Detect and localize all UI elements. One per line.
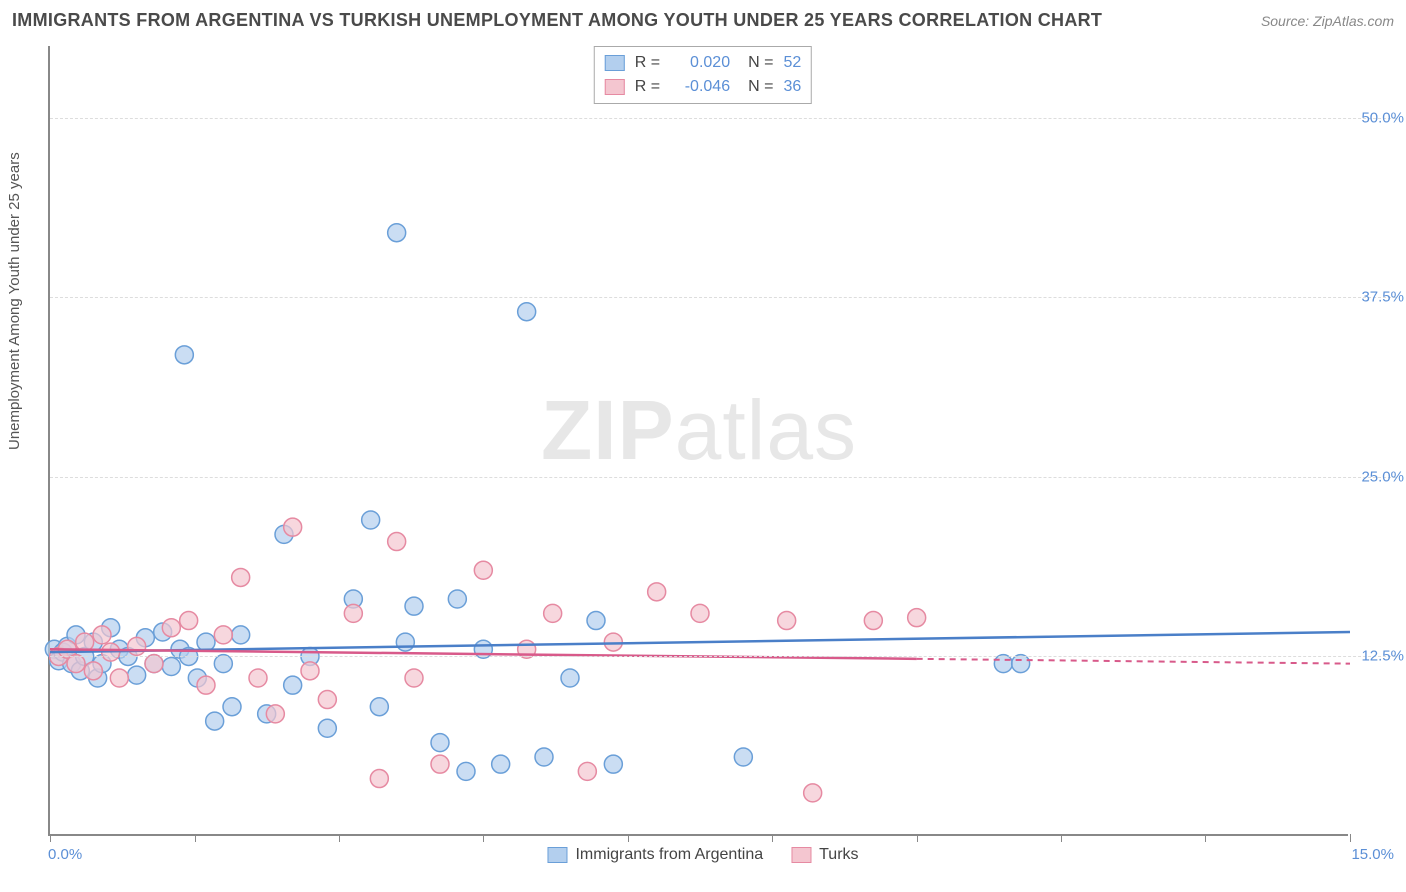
- data-point: [110, 669, 128, 687]
- data-point: [388, 224, 406, 242]
- data-point: [318, 691, 336, 709]
- stat-n-value: 52: [783, 51, 801, 75]
- data-point: [175, 346, 193, 364]
- stat-n-label: N =: [748, 51, 773, 75]
- stat-r-value: 0.020: [670, 51, 730, 75]
- trend-line-extrapolated: [917, 659, 1350, 664]
- legend-label: Immigrants from Argentina: [575, 846, 763, 864]
- x-axis-min-label: 0.0%: [48, 846, 82, 863]
- stat-r-label: R =: [635, 51, 660, 75]
- data-point: [214, 626, 232, 644]
- legend-swatch: [605, 55, 625, 71]
- y-tick-label: 50.0%: [1361, 109, 1404, 126]
- plot-area: ZIPatlas 12.5%25.0%37.5%50.0%: [48, 46, 1348, 836]
- data-point: [223, 698, 241, 716]
- data-point: [457, 762, 475, 780]
- x-axis-max-label: 15.0%: [1351, 846, 1394, 863]
- data-point: [431, 734, 449, 752]
- data-point: [249, 669, 267, 687]
- x-tick: [195, 834, 196, 842]
- gridline: [50, 118, 1396, 119]
- stats-legend: R = 0.020 N = 52 R = -0.046 N = 36: [594, 46, 812, 104]
- data-point: [370, 770, 388, 788]
- x-tick: [1350, 834, 1351, 842]
- data-point: [388, 533, 406, 551]
- data-point: [864, 612, 882, 630]
- data-point: [578, 762, 596, 780]
- stats-row: R = 0.020 N = 52: [605, 51, 801, 75]
- legend-swatch: [605, 79, 625, 95]
- data-point: [180, 612, 198, 630]
- data-point: [162, 658, 180, 676]
- data-point: [301, 662, 319, 680]
- data-point: [405, 597, 423, 615]
- x-tick: [917, 834, 918, 842]
- data-point: [232, 568, 250, 586]
- data-point: [128, 637, 146, 655]
- data-point: [84, 662, 102, 680]
- x-tick: [50, 834, 51, 842]
- data-point: [232, 626, 250, 644]
- legend-item: Immigrants from Argentina: [547, 846, 763, 864]
- legend-label: Turks: [819, 846, 858, 864]
- x-tick: [1061, 834, 1062, 842]
- data-point: [492, 755, 510, 773]
- legend-swatch: [547, 847, 567, 863]
- data-point: [691, 604, 709, 622]
- legend-swatch: [791, 847, 811, 863]
- data-point: [284, 518, 302, 536]
- y-axis-label: Unemployment Among Youth under 25 years: [6, 152, 23, 450]
- data-point: [362, 511, 380, 529]
- x-tick: [772, 834, 773, 842]
- data-point: [93, 626, 111, 644]
- data-point: [370, 698, 388, 716]
- stats-row: R = -0.046 N = 36: [605, 75, 801, 99]
- x-tick: [339, 834, 340, 842]
- data-point: [474, 561, 492, 579]
- data-point: [128, 666, 146, 684]
- data-point: [535, 748, 553, 766]
- data-point: [162, 619, 180, 637]
- data-point: [587, 612, 605, 630]
- data-point: [544, 604, 562, 622]
- data-point: [778, 612, 796, 630]
- data-point: [734, 748, 752, 766]
- stat-r-label: R =: [635, 75, 660, 99]
- gridline: [50, 477, 1396, 478]
- chart-title: IMMIGRANTS FROM ARGENTINA VS TURKISH UNE…: [12, 10, 1102, 31]
- data-point: [448, 590, 466, 608]
- y-tick-label: 25.0%: [1361, 468, 1404, 485]
- data-point: [648, 583, 666, 601]
- data-point: [518, 303, 536, 321]
- data-point: [604, 755, 622, 773]
- data-point: [431, 755, 449, 773]
- data-point: [396, 633, 414, 651]
- data-point: [344, 604, 362, 622]
- chart-svg: [50, 46, 1348, 834]
- data-point: [197, 676, 215, 694]
- data-point: [405, 669, 423, 687]
- stat-n-label: N =: [748, 75, 773, 99]
- source-attribution: Source: ZipAtlas.com: [1261, 13, 1394, 29]
- data-point: [318, 719, 336, 737]
- x-tick: [628, 834, 629, 842]
- data-point: [284, 676, 302, 694]
- x-tick: [1205, 834, 1206, 842]
- stat-n-value: 36: [783, 75, 801, 99]
- gridline: [50, 297, 1396, 298]
- data-point: [561, 669, 579, 687]
- y-tick-label: 37.5%: [1361, 289, 1404, 306]
- data-point: [266, 705, 284, 723]
- x-tick: [483, 834, 484, 842]
- data-point: [908, 609, 926, 627]
- series-legend: Immigrants from Argentina Turks: [547, 846, 858, 864]
- data-point: [206, 712, 224, 730]
- stat-r-value: -0.046: [670, 75, 730, 99]
- legend-item: Turks: [791, 846, 858, 864]
- gridline: [50, 656, 1396, 657]
- data-point: [804, 784, 822, 802]
- y-tick-label: 12.5%: [1361, 648, 1404, 665]
